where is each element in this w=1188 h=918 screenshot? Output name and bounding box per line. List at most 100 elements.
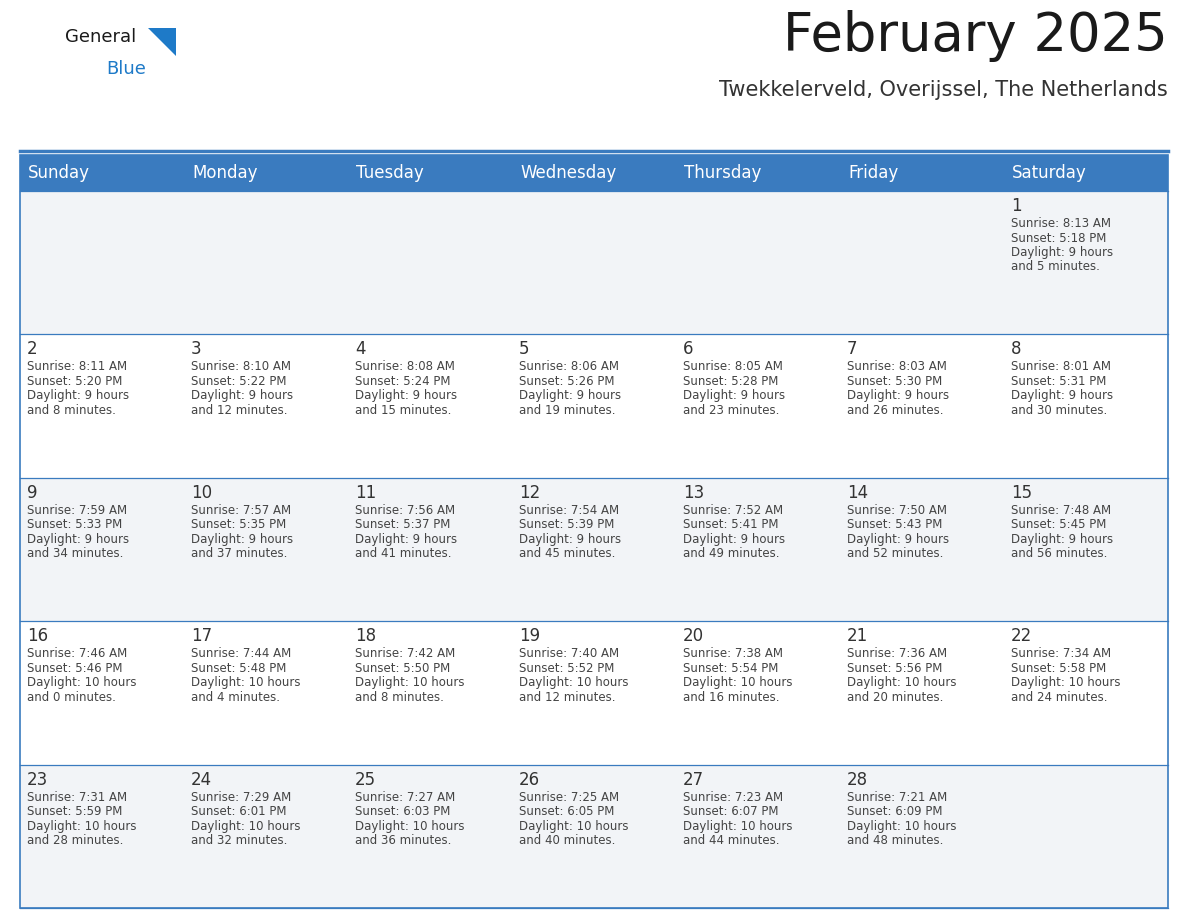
Text: Sunset: 5:26 PM: Sunset: 5:26 PM	[519, 375, 614, 388]
Text: 17: 17	[191, 627, 213, 645]
Text: Sunset: 5:45 PM: Sunset: 5:45 PM	[1011, 519, 1106, 532]
Text: Sunset: 5:20 PM: Sunset: 5:20 PM	[27, 375, 122, 388]
Text: Wednesday: Wednesday	[520, 164, 617, 182]
Text: and 36 minutes.: and 36 minutes.	[355, 834, 451, 847]
Text: Sunset: 5:48 PM: Sunset: 5:48 PM	[191, 662, 286, 675]
Text: Sunset: 6:03 PM: Sunset: 6:03 PM	[355, 805, 450, 818]
Bar	[348, 621, 512, 765]
Text: Daylight: 9 hours: Daylight: 9 hours	[847, 389, 949, 402]
Bar	[348, 334, 512, 477]
Bar	[676, 621, 840, 765]
Text: Sunset: 5:41 PM: Sunset: 5:41 PM	[683, 519, 778, 532]
Text: Sunrise: 7:48 AM: Sunrise: 7:48 AM	[1011, 504, 1111, 517]
Bar	[20, 334, 184, 477]
Text: Sunrise: 7:50 AM: Sunrise: 7:50 AM	[847, 504, 947, 517]
Text: Daylight: 9 hours: Daylight: 9 hours	[519, 532, 621, 546]
Bar	[348, 191, 512, 334]
Text: Daylight: 10 hours: Daylight: 10 hours	[519, 677, 628, 689]
Bar	[676, 765, 840, 908]
Bar	[840, 765, 1004, 908]
Bar	[512, 477, 676, 621]
Text: Sunset: 5:31 PM: Sunset: 5:31 PM	[1011, 375, 1106, 388]
Bar	[676, 334, 840, 477]
Text: and 4 minutes.: and 4 minutes.	[191, 690, 280, 704]
Bar	[512, 334, 676, 477]
Text: Sunrise: 7:56 AM: Sunrise: 7:56 AM	[355, 504, 455, 517]
Text: Daylight: 9 hours: Daylight: 9 hours	[683, 389, 785, 402]
Bar	[184, 477, 348, 621]
Text: Daylight: 9 hours: Daylight: 9 hours	[355, 389, 457, 402]
Bar	[512, 621, 676, 765]
Text: Sunrise: 7:44 AM: Sunrise: 7:44 AM	[191, 647, 291, 660]
Bar	[512, 191, 676, 334]
Text: Sunrise: 7:21 AM: Sunrise: 7:21 AM	[847, 790, 947, 803]
Text: Sunset: 6:05 PM: Sunset: 6:05 PM	[519, 805, 614, 818]
Text: Sunrise: 8:08 AM: Sunrise: 8:08 AM	[355, 361, 455, 374]
Bar	[20, 477, 184, 621]
Bar	[840, 621, 1004, 765]
Text: Sunset: 5:50 PM: Sunset: 5:50 PM	[355, 662, 450, 675]
Text: and 37 minutes.: and 37 minutes.	[191, 547, 287, 560]
Bar	[184, 191, 348, 334]
Bar	[184, 765, 348, 908]
Bar	[676, 155, 840, 191]
Text: Daylight: 9 hours: Daylight: 9 hours	[1011, 532, 1113, 546]
Text: Daylight: 9 hours: Daylight: 9 hours	[355, 532, 457, 546]
Text: Daylight: 10 hours: Daylight: 10 hours	[27, 820, 137, 833]
Bar	[1004, 334, 1168, 477]
Text: Sunrise: 7:38 AM: Sunrise: 7:38 AM	[683, 647, 783, 660]
Text: 7: 7	[847, 341, 858, 358]
Text: 4: 4	[355, 341, 366, 358]
Text: Sunset: 5:43 PM: Sunset: 5:43 PM	[847, 519, 942, 532]
Text: 9: 9	[27, 484, 38, 502]
Text: and 52 minutes.: and 52 minutes.	[847, 547, 943, 560]
Text: Sunset: 5:56 PM: Sunset: 5:56 PM	[847, 662, 942, 675]
Text: Daylight: 10 hours: Daylight: 10 hours	[519, 820, 628, 833]
Text: Sunrise: 7:54 AM: Sunrise: 7:54 AM	[519, 504, 619, 517]
Bar	[1004, 477, 1168, 621]
Bar	[184, 155, 348, 191]
Text: Sunset: 5:30 PM: Sunset: 5:30 PM	[847, 375, 942, 388]
Text: Sunset: 5:24 PM: Sunset: 5:24 PM	[355, 375, 450, 388]
Text: and 26 minutes.: and 26 minutes.	[847, 404, 943, 417]
Text: 25: 25	[355, 770, 377, 789]
Text: Daylight: 9 hours: Daylight: 9 hours	[27, 389, 129, 402]
Text: 1: 1	[1011, 197, 1022, 215]
Text: and 28 minutes.: and 28 minutes.	[27, 834, 124, 847]
Text: and 32 minutes.: and 32 minutes.	[191, 834, 287, 847]
Text: Sunset: 5:46 PM: Sunset: 5:46 PM	[27, 662, 122, 675]
Text: Sunrise: 7:34 AM: Sunrise: 7:34 AM	[1011, 647, 1111, 660]
Text: 26: 26	[519, 770, 541, 789]
Text: Sunrise: 7:59 AM: Sunrise: 7:59 AM	[27, 504, 127, 517]
Bar	[348, 765, 512, 908]
Text: Monday: Monday	[192, 164, 258, 182]
Text: Daylight: 10 hours: Daylight: 10 hours	[27, 677, 137, 689]
Text: Daylight: 10 hours: Daylight: 10 hours	[847, 820, 956, 833]
Text: Sunrise: 7:46 AM: Sunrise: 7:46 AM	[27, 647, 127, 660]
Text: Sunset: 6:09 PM: Sunset: 6:09 PM	[847, 805, 942, 818]
Bar	[512, 155, 676, 191]
Text: Sunset: 5:39 PM: Sunset: 5:39 PM	[519, 519, 614, 532]
Text: 16: 16	[27, 627, 49, 645]
Text: and 40 minutes.: and 40 minutes.	[519, 834, 615, 847]
Text: Sunset: 5:59 PM: Sunset: 5:59 PM	[27, 805, 122, 818]
Text: Daylight: 10 hours: Daylight: 10 hours	[683, 677, 792, 689]
Text: Sunset: 5:52 PM: Sunset: 5:52 PM	[519, 662, 614, 675]
Text: 14: 14	[847, 484, 868, 502]
Text: and 8 minutes.: and 8 minutes.	[355, 690, 444, 704]
Text: and 44 minutes.: and 44 minutes.	[683, 834, 779, 847]
Text: 20: 20	[683, 627, 704, 645]
Text: Sunday: Sunday	[29, 164, 90, 182]
Bar	[20, 765, 184, 908]
Text: and 56 minutes.: and 56 minutes.	[1011, 547, 1107, 560]
Text: Sunrise: 8:05 AM: Sunrise: 8:05 AM	[683, 361, 783, 374]
Bar	[840, 477, 1004, 621]
Text: Sunset: 5:35 PM: Sunset: 5:35 PM	[191, 519, 286, 532]
Text: General: General	[65, 28, 137, 46]
Text: and 24 minutes.: and 24 minutes.	[1011, 690, 1107, 704]
Bar	[840, 334, 1004, 477]
Text: Sunrise: 8:06 AM: Sunrise: 8:06 AM	[519, 361, 619, 374]
Text: 19: 19	[519, 627, 541, 645]
Bar	[20, 155, 1168, 908]
Text: Sunrise: 7:40 AM: Sunrise: 7:40 AM	[519, 647, 619, 660]
